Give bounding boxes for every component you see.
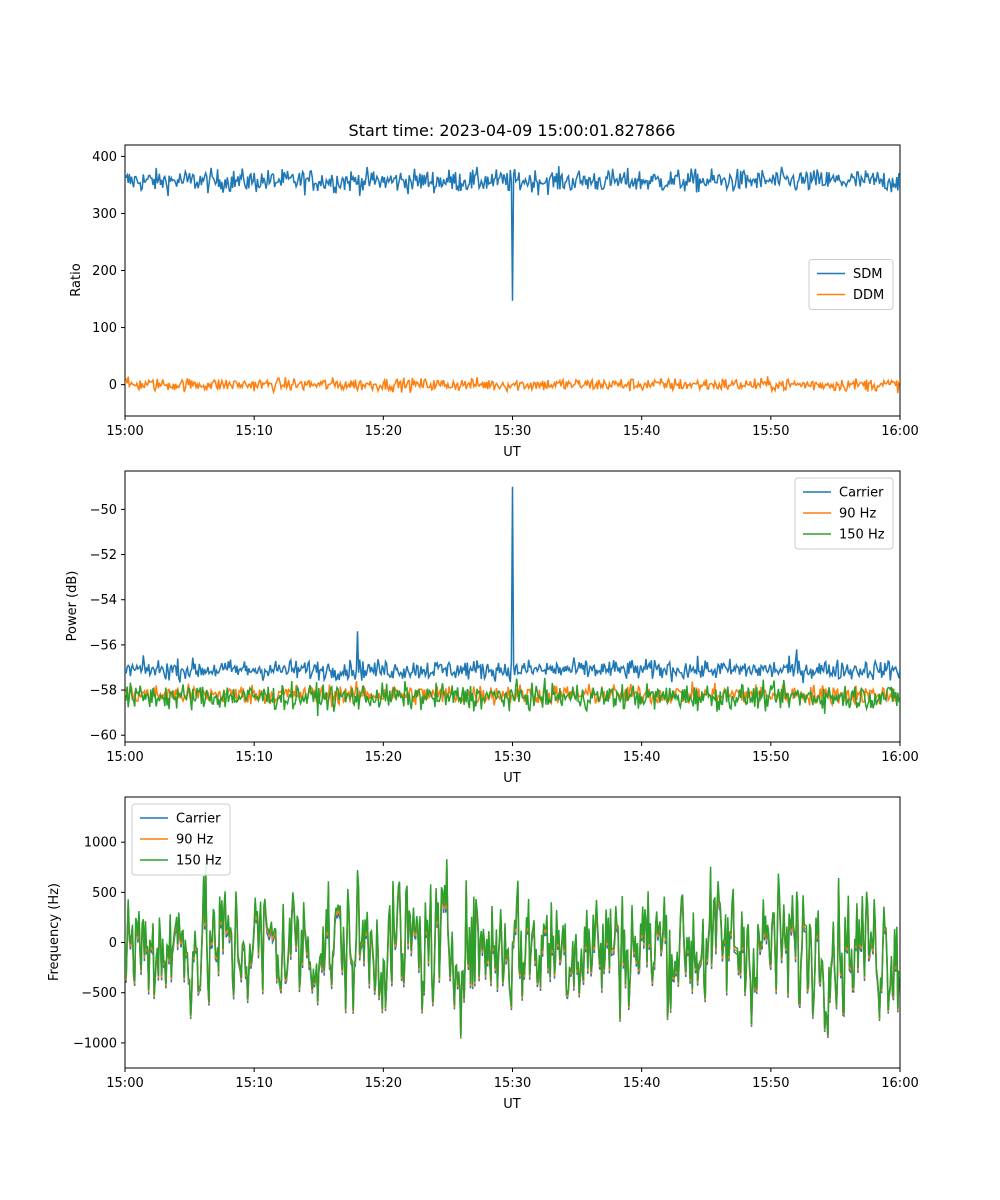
x-tick-label: 15:50: [752, 1076, 789, 1091]
x-tick-label: 16:00: [881, 424, 918, 439]
y-tick-label: 200: [92, 264, 117, 279]
x-tick-label: 15:50: [752, 424, 789, 439]
y-tick-label: −1000: [73, 1036, 117, 1051]
legend-label: 90 Hz: [176, 833, 213, 848]
x-tick-label: 15:00: [106, 1076, 143, 1091]
power-panel: UT Power (dB) 15:00 15:10 15:20 15:30 15:40 1…: [65, 470, 919, 786]
y-tick-label: 0: [109, 378, 117, 393]
y-tick-label: 300: [92, 207, 117, 222]
legend-label: 150 Hz: [176, 854, 222, 869]
x-tick-label: 15:30: [494, 424, 531, 439]
legend-label: DDM: [853, 288, 884, 303]
x-axis-label: UT: [503, 771, 521, 786]
x-tick-label: 15:30: [494, 1076, 531, 1091]
legend: Carrier 90 Hz 150 Hz: [131, 803, 231, 876]
series-group: [125, 486, 900, 717]
x-tick-label: 16:00: [881, 1076, 918, 1091]
x-tick-label: 15:10: [235, 1076, 272, 1091]
y-tick-label: −500: [81, 986, 117, 1001]
legend-box: [131, 803, 231, 876]
y-tick-label: 400: [92, 150, 117, 165]
x-tick-label: 15:50: [752, 750, 789, 765]
y-tick-label: 100: [92, 321, 117, 336]
x-tick-label: 15:20: [365, 750, 402, 765]
y-tick-label: −56: [90, 638, 117, 653]
series-line-150-hz: [125, 677, 900, 717]
x-tick-label: 15:40: [623, 750, 660, 765]
series-group: [125, 166, 900, 395]
frequency-panel: UT Frequency (Hz) 15:00 15:10 15:20 15:30 15…: [47, 796, 919, 1112]
series-line-sdm: [125, 166, 900, 301]
y-axis-label: Power (dB): [65, 571, 80, 642]
x-tick-label: 15:00: [106, 750, 143, 765]
legend-label: SDM: [853, 267, 882, 282]
legend-box: [794, 477, 894, 550]
series-group: [125, 859, 900, 1039]
x-tick-label: 15:10: [235, 750, 272, 765]
x-tick-label: 15:40: [623, 1076, 660, 1091]
legend-label: 90 Hz: [839, 507, 876, 522]
y-tick-label: 0: [109, 936, 117, 951]
y-tick-label: −58: [90, 684, 117, 699]
x-tick-label: 15:20: [365, 424, 402, 439]
x-tick-label: 15:00: [106, 424, 143, 439]
legend-box: [808, 259, 894, 310]
y-axis-label: Frequency (Hz): [47, 883, 62, 981]
legend-label: 150 Hz: [839, 528, 885, 543]
y-axis-label: Ratio: [69, 263, 84, 296]
legend-label: Carrier: [839, 486, 884, 501]
x-tick-label: 16:00: [881, 750, 918, 765]
y-tick-label: −52: [90, 548, 117, 563]
legend-label: Carrier: [176, 812, 221, 827]
x-tick-label: 15:40: [623, 424, 660, 439]
legend: Carrier 90 Hz 150 Hz: [794, 477, 894, 550]
x-tick-label: 15:20: [365, 1076, 402, 1091]
x-tick-label: 15:30: [494, 750, 531, 765]
legend: SDM DDM: [808, 259, 894, 310]
ratio-panel: Start time: 2023-04-09 15:00:01.827866 U…: [69, 121, 919, 460]
x-axis-label: UT: [503, 1097, 521, 1112]
x-tick-label: 15:10: [235, 424, 272, 439]
y-tick-label: −54: [90, 593, 117, 608]
y-tick-label: 500: [92, 886, 117, 901]
series-line-ddm: [125, 376, 900, 395]
y-tick-label: −50: [90, 503, 117, 518]
y-tick-label: −60: [90, 729, 117, 744]
chart-title: Start time: 2023-04-09 15:00:01.827866: [349, 121, 676, 140]
series-line-carrier: [125, 486, 900, 684]
y-tick-label: 1000: [84, 836, 117, 851]
x-axis-label: UT: [503, 445, 521, 460]
series-line-150-hz: [125, 859, 900, 1037]
